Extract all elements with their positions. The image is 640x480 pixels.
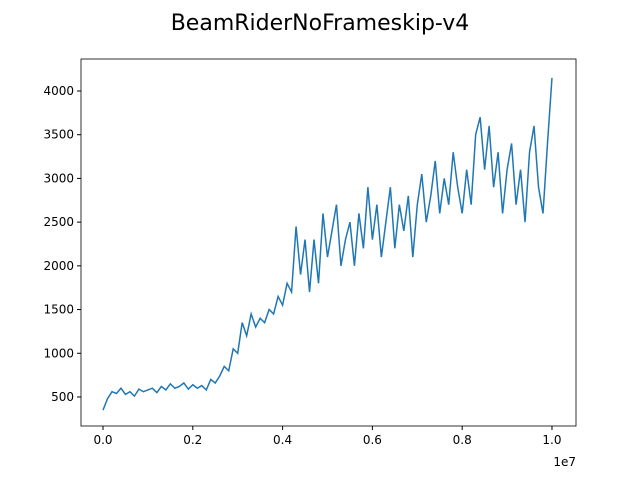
y-tick-label: 500 <box>51 390 74 404</box>
y-tick-label: 4000 <box>43 84 74 98</box>
x-tick-label: 1.0 <box>542 433 561 447</box>
chart-title: BeamRiderNoFrameskip-v4 <box>171 11 470 36</box>
y-tick-label: 2000 <box>43 259 74 273</box>
y-tick-label: 3000 <box>43 171 74 185</box>
y-tick-label: 3500 <box>43 128 74 142</box>
x-offset-label: 1e7 <box>553 455 576 469</box>
plot-frame <box>80 58 577 427</box>
x-tick-label: 0.2 <box>183 433 202 447</box>
y-tick-label: 2500 <box>43 215 74 229</box>
y-tick-label: 1000 <box>43 346 74 360</box>
x-tick-label: 0.8 <box>453 433 472 447</box>
x-tick-label: 0.4 <box>273 433 292 447</box>
y-tick-label: 1500 <box>43 303 74 317</box>
line <box>102 77 553 411</box>
x-tick-label: 0.6 <box>363 433 382 447</box>
x-tick-label: 0.0 <box>93 433 112 447</box>
